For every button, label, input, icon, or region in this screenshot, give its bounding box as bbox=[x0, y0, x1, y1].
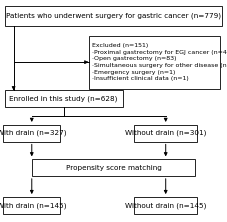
Text: With drain (n=145): With drain (n=145) bbox=[0, 202, 67, 209]
FancyBboxPatch shape bbox=[134, 197, 197, 214]
FancyBboxPatch shape bbox=[3, 125, 60, 142]
FancyBboxPatch shape bbox=[32, 159, 195, 176]
Text: With drain (n=327): With drain (n=327) bbox=[0, 130, 67, 137]
FancyBboxPatch shape bbox=[5, 6, 222, 26]
FancyBboxPatch shape bbox=[134, 125, 197, 142]
Text: Enrolled in this study (n=628): Enrolled in this study (n=628) bbox=[9, 95, 118, 102]
FancyBboxPatch shape bbox=[3, 197, 60, 214]
Text: Without drain (n=145): Without drain (n=145) bbox=[125, 202, 206, 209]
Text: Propensity score matching: Propensity score matching bbox=[66, 165, 161, 171]
FancyBboxPatch shape bbox=[89, 36, 220, 89]
FancyBboxPatch shape bbox=[5, 91, 123, 107]
Text: Without drain (n=301): Without drain (n=301) bbox=[125, 130, 206, 137]
Text: Excluded (n=151)
·Proximal gastrectomy for EGJ cancer (n=45)
·Open gastrectomy (: Excluded (n=151) ·Proximal gastrectomy f… bbox=[92, 43, 227, 81]
Text: Patients who underwent surgery for gastric cancer (n=779): Patients who underwent surgery for gastr… bbox=[6, 12, 221, 19]
